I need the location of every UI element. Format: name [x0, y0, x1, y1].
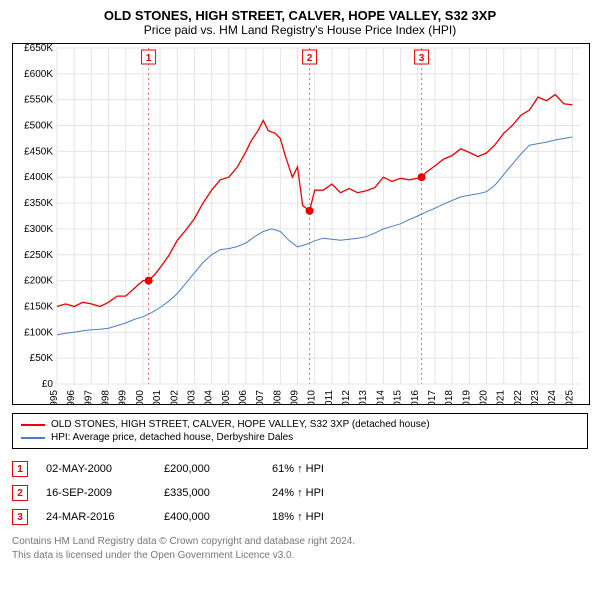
x-tick-label: 2019 [461, 390, 472, 404]
x-tick-label: 2002 [169, 390, 180, 404]
y-tick-label: £500K [24, 121, 53, 132]
y-tick-label: £450K [24, 146, 53, 157]
y-tick-label: £400K [24, 172, 53, 183]
legend-swatch [21, 424, 45, 426]
x-tick-label: 2015 [393, 390, 404, 404]
legend-label: HPI: Average price, detached house, Derb… [51, 432, 293, 443]
y-tick-label: £50K [30, 353, 54, 364]
x-tick-label: 2007 [255, 390, 266, 404]
y-tick-label: £0 [42, 379, 54, 390]
x-tick-label: 2022 [513, 390, 524, 404]
x-tick-label: 1999 [118, 390, 129, 404]
legend: OLD STONES, HIGH STREET, CALVER, HOPE VA… [12, 413, 588, 449]
sales-table: 1 02-MAY-2000 £200,000 61% ↑ HPI 2 16-SEP-200… [12, 457, 588, 529]
x-tick-label: 1998 [101, 390, 112, 404]
sale-price: £400,000 [164, 511, 254, 523]
x-tick-label: 2025 [564, 390, 575, 404]
sale-date: 02-MAY-2000 [46, 463, 146, 475]
sale-pct: 18% ↑ HPI [272, 511, 324, 523]
sale-date: 24-MAR-2016 [46, 511, 146, 523]
x-tick-label: 2006 [238, 390, 249, 404]
x-tick-label: 2021 [496, 390, 507, 404]
y-tick-label: £300K [24, 224, 53, 235]
x-tick-label: 2023 [530, 390, 541, 404]
sale-price: £200,000 [164, 463, 254, 475]
sale-marker: 2 [12, 485, 28, 501]
legend-item: OLD STONES, HIGH STREET, CALVER, HOPE VA… [21, 418, 579, 431]
x-tick-label: 1996 [66, 390, 77, 404]
x-tick-label: 2000 [135, 390, 146, 404]
sale-marker: 1 [12, 461, 28, 477]
y-tick-label: £550K [24, 95, 53, 106]
sale-row: 1 02-MAY-2000 £200,000 61% ↑ HPI [12, 457, 588, 481]
x-tick-label: 1997 [83, 390, 94, 404]
legend-item: HPI: Average price, detached house, Derb… [21, 431, 579, 444]
x-tick-label: 2001 [152, 390, 163, 404]
x-tick-label: 2024 [547, 390, 558, 404]
chart-svg: £0 £50K £100K £150K £200K £250K £300K £350K £400… [13, 44, 589, 404]
y-tick-label: £650K [24, 44, 53, 54]
footer-line: This data is licensed under the Open Gov… [12, 549, 588, 563]
chart-subtitle: Price paid vs. HM Land Registry's House … [12, 23, 588, 37]
x-tick-label: 2005 [221, 390, 232, 404]
x-tick-label: 2016 [410, 390, 421, 404]
sale-marker: 3 [12, 509, 28, 525]
legend-label: OLD STONES, HIGH STREET, CALVER, HOPE VA… [51, 419, 430, 430]
legend-swatch [21, 437, 45, 439]
y-tick-label: £150K [24, 301, 53, 312]
sale-pct: 24% ↑ HPI [272, 487, 324, 499]
sale-pct: 61% ↑ HPI [272, 463, 324, 475]
sale-price: £335,000 [164, 487, 254, 499]
y-tick-label: £350K [24, 198, 53, 209]
x-tick-label: 2003 [186, 390, 197, 404]
x-tick-label: 2004 [204, 390, 215, 404]
x-tick-label: 2012 [341, 390, 352, 404]
y-tick-label: £200K [24, 276, 53, 287]
footer: Contains HM Land Registry data © Crown c… [12, 535, 588, 562]
y-tick-label: £100K [24, 327, 53, 338]
x-tick-label: 2014 [375, 390, 386, 404]
footer-line: Contains HM Land Registry data © Crown c… [12, 535, 588, 549]
x-tick-label: 2011 [324, 390, 335, 404]
x-tick-label: 2013 [358, 390, 369, 404]
x-tick-label: 2008 [272, 390, 283, 404]
x-tick-label: 2009 [290, 390, 301, 404]
chart-title: OLD STONES, HIGH STREET, CALVER, HOPE VA… [12, 8, 588, 23]
chart-marker-number: 3 [419, 53, 425, 64]
sale-row: 2 16-SEP-2009 £335,000 24% ↑ HPI [12, 481, 588, 505]
chart-marker-number: 2 [307, 53, 313, 64]
chart-area: £0 £50K £100K £150K £200K £250K £300K £350K £400… [12, 43, 590, 405]
x-tick-label: 1995 [49, 390, 60, 404]
x-tick-label: 2018 [444, 390, 455, 404]
y-tick-label: £250K [24, 250, 53, 261]
x-tick-label: 2017 [427, 390, 438, 404]
chart-marker-number: 1 [146, 53, 152, 64]
sale-row: 3 24-MAR-2016 £400,000 18% ↑ HPI [12, 505, 588, 529]
x-tick-label: 2020 [479, 390, 490, 404]
y-tick-label: £600K [24, 69, 53, 80]
sale-date: 16-SEP-2009 [46, 487, 146, 499]
x-tick-label: 2010 [307, 390, 318, 404]
